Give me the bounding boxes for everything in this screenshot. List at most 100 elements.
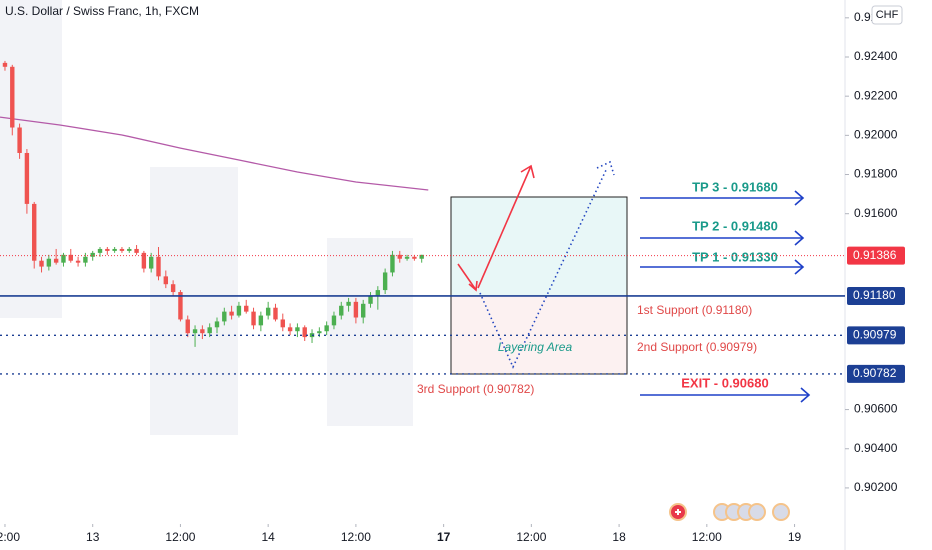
candle-body	[273, 307, 278, 320]
support2-label: 2nd Support (0.90979)	[637, 340, 757, 354]
x-tick-label: 12:00	[516, 530, 546, 544]
candle-body	[280, 319, 285, 328]
price-tag-label: 0.90782	[853, 366, 897, 380]
candle-body	[258, 315, 264, 326]
support3-label: 3rd Support (0.90782)	[417, 382, 534, 396]
candle-body	[361, 303, 366, 318]
candle-body	[375, 290, 381, 296]
candle-body	[324, 325, 329, 332]
price-tag	[847, 364, 905, 383]
candle-body	[236, 305, 242, 316]
price-tag-label: 0.91386	[853, 248, 897, 262]
candle-body	[214, 321, 220, 328]
tp3-label: TP 3 - 0.91680	[692, 179, 778, 194]
candle-body	[192, 329, 198, 334]
candle-body	[119, 248, 125, 251]
candle-body	[127, 248, 132, 251]
highlight	[0, 0, 62, 318]
blue-dotted-path	[479, 167, 608, 369]
candle-body	[10, 66, 15, 128]
red-arrow	[457, 263, 477, 291]
candle-body	[317, 331, 322, 334]
candle-body	[229, 311, 234, 316]
candle-body	[46, 258, 52, 267]
arrow-head	[794, 230, 805, 246]
y-tick-label: 0.91800	[854, 167, 898, 181]
currency-badge[interactable]	[871, 5, 903, 25]
tp2-label: TP 2 - 0.91480	[692, 218, 778, 233]
position-box	[450, 196, 628, 375]
candle-body	[156, 256, 161, 277]
candle-body	[17, 127, 22, 153]
candle-body	[200, 329, 205, 334]
candle-body	[244, 305, 249, 312]
candle-body	[207, 327, 212, 334]
candle-body	[287, 327, 293, 332]
box-border	[450, 196, 628, 375]
candle-body	[178, 292, 183, 320]
price-tag-label: 0.90979	[853, 328, 897, 342]
session-highlights	[0, 0, 413, 435]
event-icon[interactable]	[748, 503, 766, 521]
currency-label[interactable]: CHF	[876, 9, 899, 21]
candle-body	[302, 327, 307, 338]
x-tick-label: 12:00	[692, 530, 722, 544]
arrow-head	[800, 387, 811, 403]
arrow-head	[794, 190, 805, 206]
candle-body	[222, 311, 227, 322]
candle-body	[390, 254, 395, 273]
y-tick-label: 0.91600	[854, 206, 898, 220]
candle-body	[170, 284, 176, 293]
candle-body	[61, 254, 66, 263]
price-tag	[847, 246, 905, 265]
x-tick-label: 17	[437, 530, 451, 544]
candle-body	[2, 62, 8, 67]
layering-label: Layering Area	[498, 340, 573, 354]
moving-average	[0, 116, 429, 191]
event-icon[interactable]	[772, 503, 790, 521]
candle-body	[32, 203, 37, 261]
candle-body	[339, 305, 344, 316]
candle-body	[419, 254, 424, 259]
x-tick-label: 14	[261, 530, 275, 544]
highlight	[150, 167, 238, 435]
y-tick-label: 0.92400	[854, 49, 898, 63]
candle-body	[68, 254, 73, 261]
candle-body	[112, 248, 117, 251]
candle-body	[251, 311, 256, 326]
candle-body	[163, 276, 169, 285]
y-tick-label: 0.92200	[854, 88, 898, 102]
candle-body	[265, 307, 271, 316]
red-arrow	[477, 165, 532, 289]
candle-body	[404, 256, 410, 259]
y-tick-label: 0.90600	[854, 402, 898, 416]
price-tag-label: 0.91180	[853, 288, 896, 302]
price-tag	[847, 286, 905, 305]
x-tick-label: 19	[788, 530, 802, 544]
candle-body	[53, 258, 59, 263]
candle-body	[141, 252, 147, 269]
candle-body	[75, 260, 81, 263]
candle-body	[412, 256, 417, 259]
target-zone	[451, 197, 627, 296]
candle-body	[90, 252, 95, 257]
candle-body	[83, 256, 88, 263]
candle-body	[382, 272, 388, 291]
y-tick-label: 0.92000	[854, 128, 898, 142]
candle-body	[331, 315, 337, 326]
highlight	[327, 238, 413, 426]
candle-body	[346, 301, 351, 306]
support1-label: 1st Support (0.91180)	[637, 303, 752, 317]
arrow-head	[520, 164, 535, 179]
candle-body	[105, 248, 110, 251]
candle-body	[368, 295, 373, 304]
candle-body	[97, 248, 103, 253]
arrow-head	[794, 259, 805, 275]
x-tick-label: 12:00	[165, 530, 195, 544]
arrow-head	[468, 280, 478, 292]
axis-layer: 0.926000.924000.922000.920000.918000.916…	[0, 10, 905, 544]
arrow-head	[596, 160, 615, 176]
candle-body	[39, 260, 44, 267]
y-tick-label: 0.90200	[854, 480, 898, 494]
